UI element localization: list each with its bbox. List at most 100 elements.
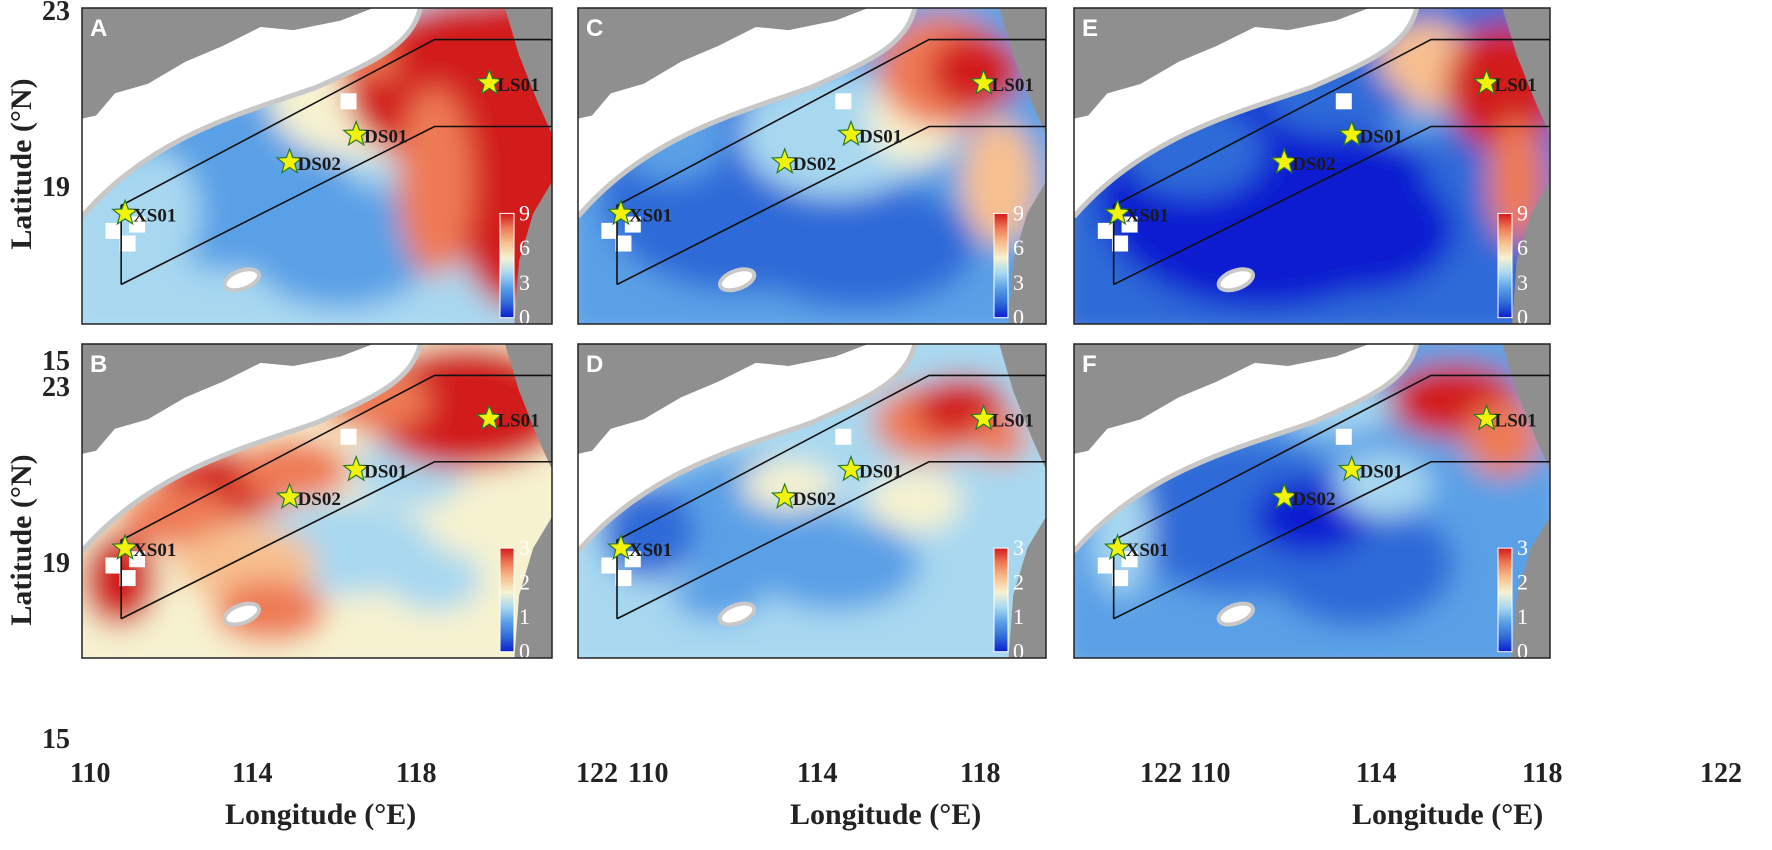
colorbar-tick: 6 <box>1517 235 1528 260</box>
field-blob <box>119 485 233 549</box>
y-tick-19-bottom: 19 <box>42 548 70 579</box>
study-region-outline <box>1112 38 1550 286</box>
no-data-cell <box>340 428 357 445</box>
island-ring <box>222 267 261 293</box>
field-blob <box>237 438 350 501</box>
colorbar-tick: 6 <box>1013 235 1024 260</box>
colorbar-tick: 9 <box>1517 200 1528 225</box>
panel-E: XS01 DS02 DS01 LS01 E 9 6 3 0 <box>1073 7 1551 330</box>
x-tick-114-b: 114 <box>797 758 838 789</box>
panel-letter: B <box>90 351 107 378</box>
panel-letter: D <box>586 351 603 378</box>
field-blob <box>396 87 473 277</box>
colorbar-tick: 0 <box>519 305 530 330</box>
station-star-LS01 <box>969 68 998 95</box>
colorbar <box>993 212 1009 319</box>
panel-F: XS01 DS02 DS01 LS01 F 3 2 1 0 <box>1073 343 1551 664</box>
y-tick-23-bottom: 23 <box>42 372 70 403</box>
x-tick-114-c: 114 <box>1356 758 1397 789</box>
colorbar-tick: 0 <box>1013 305 1024 330</box>
x-tick-122-c: 122 <box>1700 758 1742 789</box>
colorbar-tick: 6 <box>519 235 530 260</box>
panel-letter: A <box>90 15 107 42</box>
station-star-DS01 <box>836 119 866 147</box>
shelf-contour <box>82 8 423 219</box>
panel-letter: C <box>586 15 603 42</box>
colorbar-tick: 0 <box>519 639 530 664</box>
x-tick-122-b: 122 <box>1140 758 1182 789</box>
no-data-cell <box>129 551 145 568</box>
station-star-DS01 <box>342 119 371 147</box>
station-label-DS02: DS02 <box>298 154 341 175</box>
y-axis-label-bottom: Latitude (°N) <box>5 454 38 626</box>
station-label-DS01: DS01 <box>1360 126 1403 147</box>
x-tick-118-a: 118 <box>396 758 437 789</box>
station-star-XS01 <box>111 533 140 560</box>
station-star-DS01 <box>1337 119 1366 147</box>
station-label-LS01: LS01 <box>497 411 539 432</box>
station-star-LS01 <box>475 403 504 431</box>
shelf-contour <box>82 344 423 553</box>
panel-frame <box>1073 7 1551 325</box>
study-region-outline <box>120 38 552 286</box>
station-label-DS02: DS02 <box>793 489 836 510</box>
panel-letter: E <box>1082 15 1098 42</box>
station-star-LS01 <box>969 403 998 431</box>
colorbar-tick: 0 <box>1517 639 1528 664</box>
mainland-land <box>1074 8 1370 119</box>
island-ring <box>1216 267 1256 293</box>
no-data-cell <box>129 216 145 233</box>
island-ring <box>222 601 261 627</box>
station-label-XS01: XS01 <box>133 205 176 226</box>
station-label-DS01: DS01 <box>1360 462 1403 483</box>
x-tick-110-c: 110 <box>1190 758 1231 789</box>
island-ring <box>717 601 757 627</box>
y-tick-19-top: 19 <box>42 172 70 203</box>
colorbar-tick: 9 <box>519 200 530 225</box>
colorbar-tick: 2 <box>1517 570 1528 595</box>
luzon-land <box>1008 516 1046 658</box>
colorbar <box>1497 547 1513 653</box>
y-axis-label-top: Latitude (°N) <box>5 78 38 250</box>
field-blob <box>741 181 976 309</box>
field-blob <box>961 118 1037 245</box>
no-data-cell <box>601 557 618 574</box>
no-data-cell <box>1121 551 1138 568</box>
x-tick-114-a: 114 <box>232 758 273 789</box>
panel-B: XS01 DS02 DS01 LS01 B 3 2 1 0 <box>81 343 553 664</box>
field-blob <box>246 181 435 309</box>
no-data-cell <box>1097 557 1114 574</box>
station-star-DS02 <box>1270 482 1299 509</box>
shelf-contour <box>1074 344 1420 553</box>
station-label-XS01: XS01 <box>1126 540 1169 561</box>
station-star-DS01 <box>836 454 866 482</box>
field-blob <box>387 548 482 611</box>
station-star-LS01 <box>1472 68 1501 95</box>
colorbar-tick: 3 <box>519 535 530 560</box>
no-data-cell <box>119 570 136 587</box>
shelf-contour <box>578 344 918 553</box>
no-data-cell <box>340 93 357 110</box>
luzon-land <box>1008 181 1046 324</box>
colorbar-tick: 0 <box>1517 305 1528 330</box>
no-data-cell <box>601 222 618 239</box>
field-layer <box>82 8 552 324</box>
colorbar <box>499 547 515 653</box>
x-axis-label-c: Longitude (°E) <box>1352 798 1544 831</box>
station-label-DS02: DS02 <box>1292 489 1335 510</box>
station-label-LS01: LS01 <box>1495 411 1537 432</box>
station-label-LS01: LS01 <box>497 75 539 96</box>
station-star-DS01 <box>342 454 371 482</box>
station-label-XS01: XS01 <box>629 205 672 226</box>
x-axis-label-b: Longitude (°E) <box>790 798 982 831</box>
panel-frame <box>81 343 553 659</box>
station-label-DS02: DS02 <box>793 154 836 175</box>
x-tick-110-b: 110 <box>628 758 669 789</box>
colorbar-tick: 3 <box>519 270 530 295</box>
colorbar <box>993 547 1009 653</box>
station-star-DS02 <box>275 147 304 174</box>
station-label-LS01: LS01 <box>992 75 1034 96</box>
station-label-XS01: XS01 <box>1126 205 1169 226</box>
mainland-land <box>82 8 374 119</box>
